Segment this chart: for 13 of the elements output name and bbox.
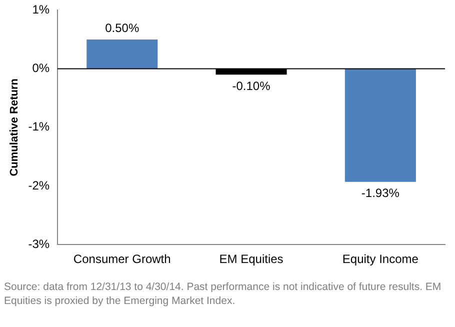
data-label: -0.10% [232, 78, 271, 93]
data-label: -1.93% [361, 186, 400, 200]
x-tick-label: Consumer Growth [73, 252, 171, 266]
y-axis-title: Cumulative Return [8, 78, 21, 176]
y-tick-label: 1% [32, 2, 50, 17]
x-tick-label: Equity Income [342, 252, 419, 266]
data-label: 0.50% [105, 20, 140, 35]
y-tick-label: -3% [28, 236, 50, 251]
y-tick-label: -1% [28, 120, 50, 134]
x-tick-label: EM Equities [219, 252, 284, 266]
y-tick-label: 0% [32, 61, 50, 76]
source-note: Source: data from 12/31/13 to 4/30/14. Past performance is not indicative of future results. EM Equities is proxied by the Emerging Market Index. [4, 280, 442, 308]
y-tick-label: -2% [28, 178, 50, 192]
